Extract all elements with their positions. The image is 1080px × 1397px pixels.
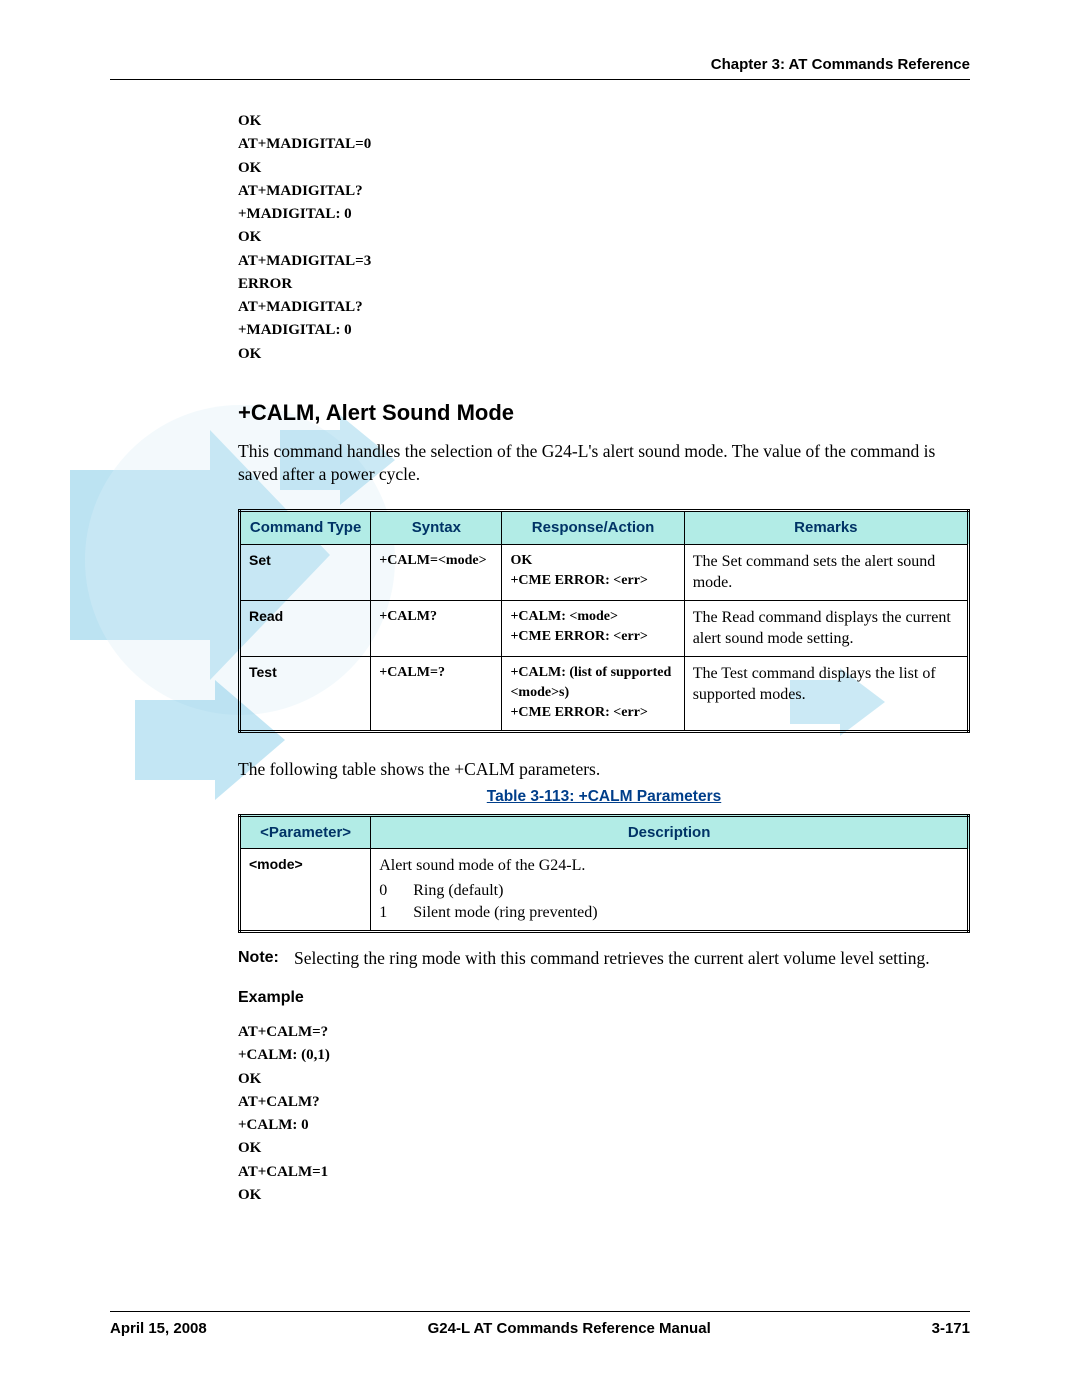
param-opt-key: 1 [379, 902, 413, 924]
section-heading: +CALM, Alert Sound Mode [238, 400, 970, 426]
table-row: Set +CALM=<mode> OK +CME ERROR: <err> Th… [240, 544, 969, 600]
param-th-desc: Description [371, 815, 969, 849]
param-th-name: <Parameter> [240, 815, 371, 849]
cmd-th-response: Response/Action [502, 511, 684, 545]
footer-rule [110, 1311, 970, 1312]
params-intro: The following table shows the +CALM para… [238, 759, 970, 780]
example-code: AT+CALM=? +CALM: (0,1) OK AT+CALM? +CALM… [238, 1021, 970, 1207]
cmd-syntax: +CALM=<mode> [371, 544, 502, 600]
cmd-response: +CALM: (list of supported <mode>s) +CME … [502, 656, 684, 731]
param-name: <mode> [240, 849, 371, 932]
example-heading: Example [238, 989, 970, 1007]
header-chapter: Chapter 3: AT Commands Reference [110, 56, 970, 73]
cmd-type: Read [240, 600, 371, 656]
cmd-th-type: Command Type [240, 511, 371, 545]
note-label: Note: [238, 947, 294, 971]
table-caption: Table 3-113: +CALM Parameters [238, 788, 970, 806]
code-block-top: OK AT+MADIGITAL=0 OK AT+MADIGITAL? +MADI… [238, 110, 970, 366]
table-row: <mode> Alert sound mode of the G24-L. 0 … [240, 849, 969, 932]
cmd-remarks: The Read command displays the current al… [684, 600, 968, 656]
param-desc: Alert sound mode of the G24-L. 0 Ring (d… [371, 849, 969, 932]
footer-date: April 15, 2008 [110, 1320, 207, 1337]
section-intro: This command handles the selection of th… [238, 440, 970, 487]
cmd-remarks: The Set command sets the alert sound mod… [684, 544, 968, 600]
param-desc-intro: Alert sound mode of the G24-L. [379, 857, 585, 874]
cmd-syntax: +CALM? [371, 600, 502, 656]
note-text: Selecting the ring mode with this comman… [294, 947, 970, 971]
footer-page: 3-171 [932, 1320, 970, 1337]
header-rule [110, 79, 970, 80]
param-table: <Parameter> Description <mode> Alert sou… [238, 814, 970, 934]
cmd-syntax: +CALM=? [371, 656, 502, 731]
table-row: Test +CALM=? +CALM: (list of supported <… [240, 656, 969, 731]
cmd-th-remarks: Remarks [684, 511, 968, 545]
cmd-th-syntax: Syntax [371, 511, 502, 545]
param-opt-text: Ring (default) [413, 880, 959, 902]
param-opt-text: Silent mode (ring prevented) [413, 902, 959, 924]
cmd-type: Set [240, 544, 371, 600]
param-opt-key: 0 [379, 880, 413, 902]
cmd-remarks: The Test command displays the list of su… [684, 656, 968, 731]
command-table: Command Type Syntax Response/Action Rema… [238, 509, 970, 733]
cmd-response: +CALM: <mode> +CME ERROR: <err> [502, 600, 684, 656]
table-row: Read +CALM? +CALM: <mode> +CME ERROR: <e… [240, 600, 969, 656]
cmd-type: Test [240, 656, 371, 731]
cmd-response: OK +CME ERROR: <err> [502, 544, 684, 600]
note-block: Note: Selecting the ring mode with this … [238, 947, 970, 971]
footer-title: G24-L AT Commands Reference Manual [428, 1320, 711, 1337]
page-footer: April 15, 2008 G24-L AT Commands Referen… [110, 1311, 970, 1337]
